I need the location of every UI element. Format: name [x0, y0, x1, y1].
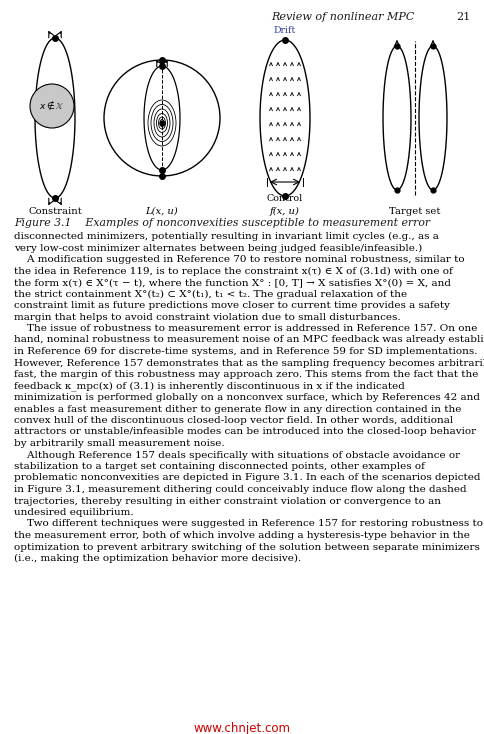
Text: Drift: Drift	[273, 26, 296, 35]
Text: Control: Control	[266, 194, 302, 203]
Text: However, Reference 157 demonstrates that as the sampling frequency becomes arbit: However, Reference 157 demonstrates that…	[14, 358, 484, 368]
Text: $x \notin \mathbb{X}$: $x \notin \mathbb{X}$	[39, 100, 65, 112]
Text: Two different techniques were suggested in Reference 157 for restoring robustnes: Two different techniques were suggested …	[14, 520, 482, 528]
Text: problematic nonconvexities are depicted in Figure 3.1. In each of the scenarios : problematic nonconvexities are depicted …	[14, 473, 480, 482]
Text: margin that helps to avoid constraint violation due to small disturbances.: margin that helps to avoid constraint vi…	[14, 313, 400, 321]
Text: enables a fast measurement dither to generate flow in any direction contained in: enables a fast measurement dither to gen…	[14, 404, 460, 413]
Text: in Figure 3.1, measurement dithering could conceivably induce flow along the das: in Figure 3.1, measurement dithering cou…	[14, 485, 466, 494]
Circle shape	[30, 84, 74, 128]
Text: the measurement error, both of which involve adding a hysteresis-type behavior i: the measurement error, both of which inv…	[14, 531, 469, 540]
Text: very low-cost minimizer alternates between being judged feasible/infeasible.): very low-cost minimizer alternates betwe…	[14, 244, 422, 252]
Text: attractors or unstable/infeasible modes can be introduced into the closed-loop b: attractors or unstable/infeasible modes …	[14, 427, 475, 437]
Text: Review of nonlinear MPC: Review of nonlinear MPC	[271, 12, 414, 22]
Text: Although Reference 157 deals specifically with situations of obstacle avoidance : Although Reference 157 deals specificall…	[14, 451, 459, 459]
Text: Constraint: Constraint	[28, 207, 82, 216]
Text: f(x, u): f(x, u)	[270, 207, 299, 216]
Text: stabilization to a target set containing disconnected points, other examples of: stabilization to a target set containing…	[14, 462, 424, 471]
Text: fast, the margin of this robustness may approach zero. This stems from the fact : fast, the margin of this robustness may …	[14, 370, 477, 379]
Text: constraint limit as future predictions move closer to current time provides a sa: constraint limit as future predictions m…	[14, 301, 449, 310]
Text: the form x(τ) ∈ X°(τ − t), where the function X° : [0, T] → X satisfies X°(0) = : the form x(τ) ∈ X°(τ − t), where the fun…	[14, 278, 450, 287]
Text: 21: 21	[456, 12, 470, 22]
Text: The issue of robustness to measurement error is addressed in Reference 157. On o: The issue of robustness to measurement e…	[14, 324, 476, 333]
Text: L(x, u): L(x, u)	[145, 207, 178, 216]
Text: disconnected minimizers, potentially resulting in invariant limit cycles (e.g., : disconnected minimizers, potentially res…	[14, 232, 438, 241]
Text: undesired equilibrium.: undesired equilibrium.	[14, 508, 134, 517]
Text: Target set: Target set	[389, 207, 440, 216]
Text: A modification suggested in Reference 70 to restore nominal robustness, similar : A modification suggested in Reference 70…	[14, 255, 464, 264]
Text: minimization is performed globally on a nonconvex surface, which by References 4: minimization is performed globally on a …	[14, 393, 484, 402]
Text: in Reference 69 for discrete-time systems, and in Reference 59 for SD implementa: in Reference 69 for discrete-time system…	[14, 347, 477, 356]
Text: Figure 3.1    Examples of nonconvexities susceptible to measurement error: Figure 3.1 Examples of nonconvexities su…	[14, 218, 429, 228]
Text: feedback κ_mpc(x) of (3.1) is inherently discontinuous in x if the indicated: feedback κ_mpc(x) of (3.1) is inherently…	[14, 382, 404, 391]
Text: convex hull of the discontinuous closed-loop vector field. In other words, addit: convex hull of the discontinuous closed-…	[14, 416, 453, 425]
Text: (i.e., making the optimization behavior more decisive).: (i.e., making the optimization behavior …	[14, 554, 301, 563]
Text: by arbitrarily small measurement noise.: by arbitrarily small measurement noise.	[14, 439, 224, 448]
Text: the idea in Reference 119, is to replace the constraint x(τ) ∈ X of (3.1d) with : the idea in Reference 119, is to replace…	[14, 266, 452, 276]
Text: optimization to prevent arbitrary switching of the solution between separate min: optimization to prevent arbitrary switch…	[14, 542, 479, 551]
Text: the strict containment X°(t₂) ⊂ X°(t₁), t₁ < t₂. The gradual relaxation of the: the strict containment X°(t₂) ⊂ X°(t₁), …	[14, 289, 406, 299]
Text: hand, nominal robustness to measurement noise of an MPC feedback was already est: hand, nominal robustness to measurement …	[14, 335, 484, 344]
Text: trajectories, thereby resulting in either constraint violation or convergence to: trajectories, thereby resulting in eithe…	[14, 496, 440, 506]
Text: www.chnjet.com: www.chnjet.com	[194, 722, 290, 734]
